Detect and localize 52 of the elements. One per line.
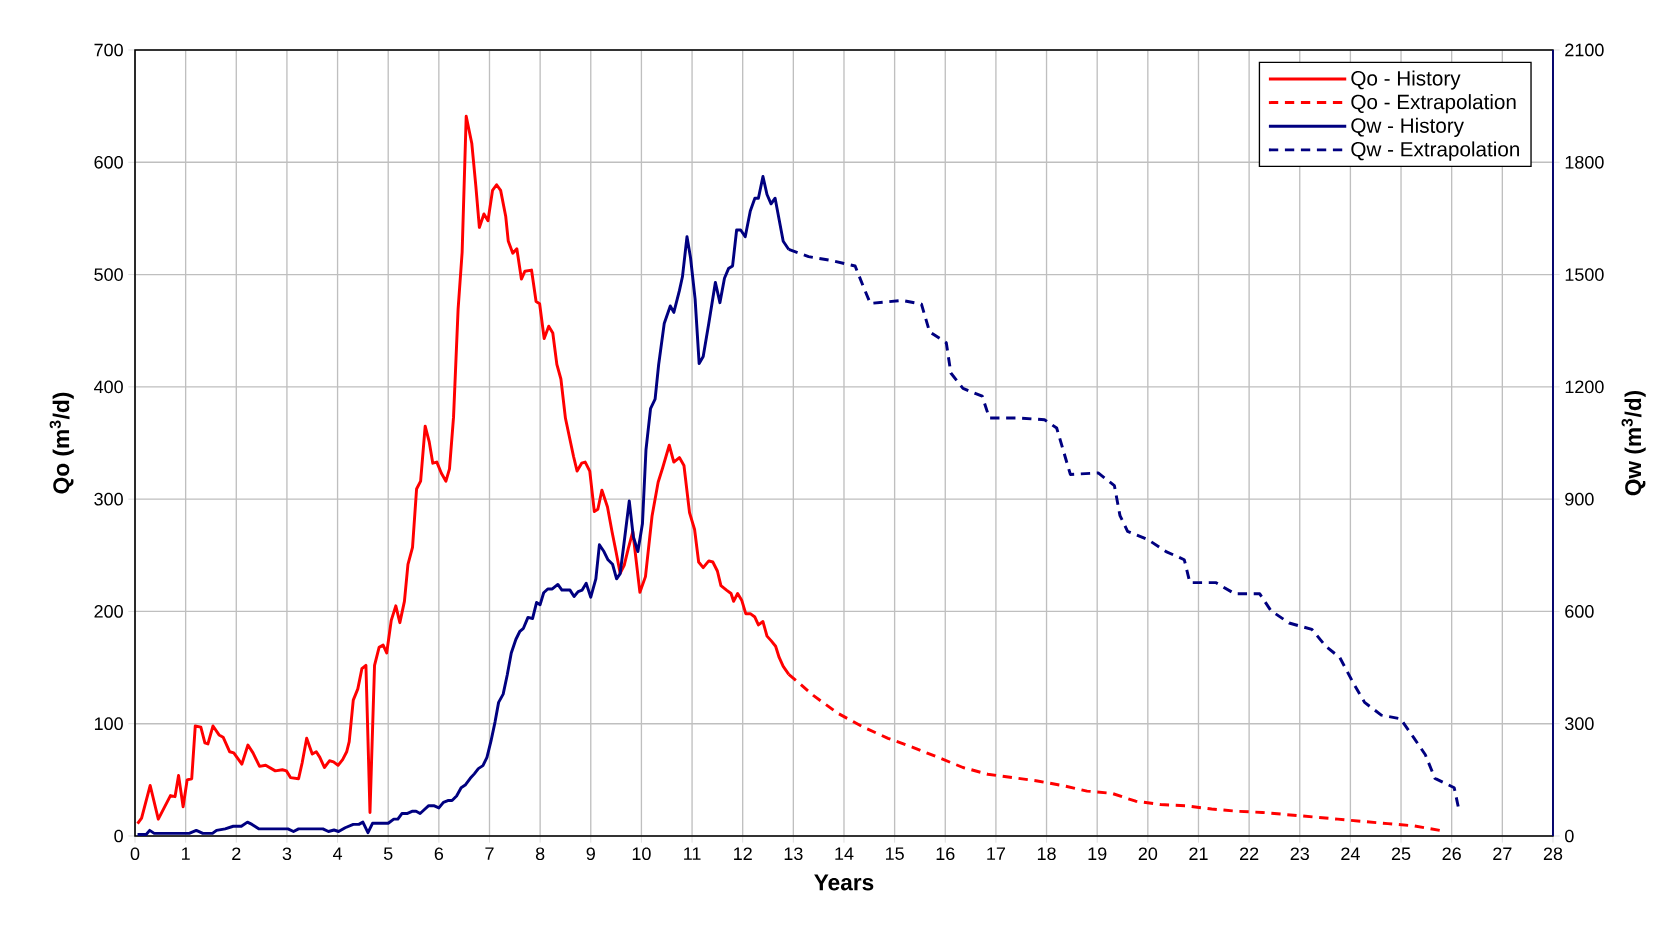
y-tick-label: 200 [94,605,123,618]
y2-tick-label: 900 [1565,492,1594,506]
y-tick-label: 400 [94,380,123,394]
y2-tick-label: 1200 [1565,380,1604,394]
x-tick-label: 27 [1493,847,1512,860]
x-tick-label: 18 [1037,847,1056,861]
x-tick-label: 0 [130,847,140,861]
y-tick-label: 600 [94,155,123,169]
x-tick-label: 7 [485,847,494,860]
y2-tick-label: 1800 [1565,155,1604,169]
x-tick-label: 28 [1543,847,1563,861]
legend-label: Qw - Extrapolation [1351,141,1519,161]
x-tick-label: 22 [1240,847,1259,860]
y-tick-label: 700 [94,43,123,57]
x-tick-label: 6 [434,847,444,861]
y2-tick-label: 300 [1565,717,1594,731]
x-tick-label: 5 [383,847,393,860]
x-tick-label: 23 [1290,847,1309,861]
legend-label: Qo - History [1351,70,1461,90]
x-tick-label: 24 [1341,847,1360,860]
y-tick-label: 0 [114,829,123,843]
x-tick-label: 16 [936,847,955,861]
y-tick-label: 300 [94,492,123,506]
x-tick-label: 13 [784,847,803,861]
y-tick-label: 100 [94,717,123,731]
x-tick-label: 15 [886,847,904,860]
x-tick-label: 8 [535,847,545,861]
legend-label: Qw - History [1351,117,1464,137]
x-tick-label: 20 [1138,847,1158,861]
x-tick-label: 10 [632,847,651,861]
x-tick-label: 17 [987,847,1006,860]
x-tick-label: 9 [586,847,595,861]
x-tick-label: 21 [1189,847,1208,860]
y2-tick-label: 1500 [1565,268,1604,281]
x-tick-label: 11 [684,847,701,860]
x-tick-label: 2 [232,847,241,860]
x-tick-label: 19 [1088,847,1107,861]
x-axis-title: Years [814,874,874,891]
x-tick-label: 14 [835,847,854,860]
y2-axis-title: Qw (m$^{3}$/d) [1621,390,1646,496]
x-tick-label: 4 [332,847,343,860]
y2-tick-label: 600 [1565,605,1594,618]
x-tick-label: 26 [1442,847,1461,861]
y2-tick-label: 0 [1565,829,1574,843]
x-tick-label: 12 [734,847,752,860]
x-tick-label: 3 [282,847,292,861]
y-tick-label: 500 [94,268,123,281]
x-tick-label: 1 [182,847,190,860]
legend-label: Qo - Extrapolation [1351,94,1516,114]
y2-tick-label: 2100 [1565,43,1604,57]
x-tick-label: 25 [1391,847,1411,861]
y-axis-title: Qo (m$^{3}$/d) [49,392,74,494]
